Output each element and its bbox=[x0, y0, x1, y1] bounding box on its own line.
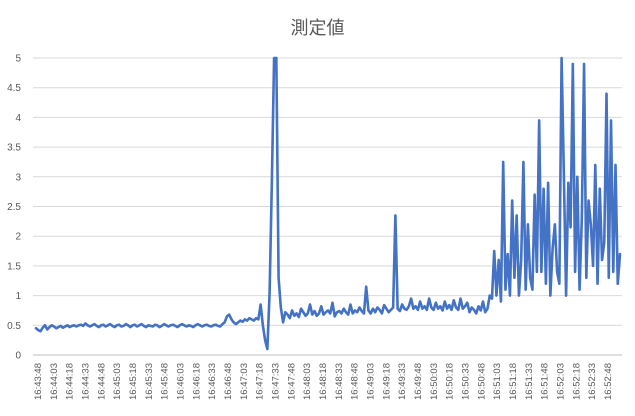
x-tick-label: 16:50:48 bbox=[476, 363, 487, 400]
x-tick-label: 16:47:18 bbox=[255, 363, 266, 400]
x-tick-label: 16:44:03 bbox=[49, 363, 60, 400]
y-tick-label: 1 bbox=[15, 291, 21, 302]
x-tick-label: 16:46:48 bbox=[223, 363, 234, 400]
x-tick-label: 16:45:48 bbox=[160, 363, 171, 400]
x-tick-label: 16:52:03 bbox=[556, 363, 567, 400]
x-tick-label: 16:46:33 bbox=[207, 363, 218, 400]
x-tick-label: 16:44:18 bbox=[65, 363, 76, 400]
x-tick-label: 16:43:48 bbox=[33, 363, 44, 400]
y-tick-label: 3 bbox=[15, 172, 21, 183]
x-tick-label: 16:48:18 bbox=[318, 363, 329, 400]
x-tick-label: 16:49:48 bbox=[413, 363, 424, 400]
x-tick-label: 16:45:33 bbox=[144, 363, 155, 400]
x-tick-label: 16:51:03 bbox=[492, 363, 503, 400]
x-tick-label: 16:50:18 bbox=[445, 363, 456, 400]
y-tick-label: 2 bbox=[15, 232, 21, 243]
y-tick-label: 4.5 bbox=[7, 83, 21, 94]
x-tick-label: 16:45:18 bbox=[128, 363, 139, 400]
x-tick-label: 16:45:03 bbox=[112, 363, 123, 400]
y-tick-label: 1.5 bbox=[7, 261, 21, 272]
x-tick-label: 16:50:33 bbox=[461, 363, 472, 400]
x-tick-label: 16:48:33 bbox=[334, 363, 345, 400]
y-tick-label: 0 bbox=[15, 351, 21, 362]
x-tick-label: 16:52:18 bbox=[571, 363, 582, 400]
x-tick-label: 16:52:48 bbox=[603, 363, 614, 400]
x-tick-label: 16:51:18 bbox=[508, 363, 519, 400]
y-tick-label: 2.5 bbox=[7, 202, 21, 213]
x-tick-label: 16:49:03 bbox=[366, 363, 377, 400]
chart-title: 測定値 bbox=[290, 18, 345, 39]
x-tick-label: 16:48:03 bbox=[302, 363, 313, 400]
x-tick-label: 16:52:33 bbox=[587, 363, 598, 400]
x-tick-label: 16:50:03 bbox=[429, 363, 440, 400]
x-tick-label: 16:47:33 bbox=[271, 363, 282, 400]
x-tick-label: 16:48:48 bbox=[350, 363, 361, 400]
x-tick-label: 16:47:03 bbox=[239, 363, 250, 400]
y-tick-label: 4 bbox=[15, 113, 21, 124]
x-tick-label: 16:44:33 bbox=[81, 363, 92, 400]
series-line bbox=[34, 56, 622, 351]
y-tick-label: 0.5 bbox=[7, 321, 21, 332]
x-tick-label: 16:51:33 bbox=[524, 363, 535, 400]
x-tick-label: 16:47:48 bbox=[286, 363, 297, 400]
x-tick-label: 16:46:03 bbox=[176, 363, 187, 400]
y-tick-label: 3.5 bbox=[7, 143, 21, 154]
y-tick-label: 5 bbox=[15, 54, 21, 65]
x-tick-label: 16:49:18 bbox=[381, 363, 392, 400]
x-tick-label: 16:46:18 bbox=[191, 363, 202, 400]
x-tick-label: 16:44:48 bbox=[96, 363, 107, 400]
x-tick-label: 16:49:33 bbox=[397, 363, 408, 400]
x-tick-label: 16:51:48 bbox=[540, 363, 551, 400]
